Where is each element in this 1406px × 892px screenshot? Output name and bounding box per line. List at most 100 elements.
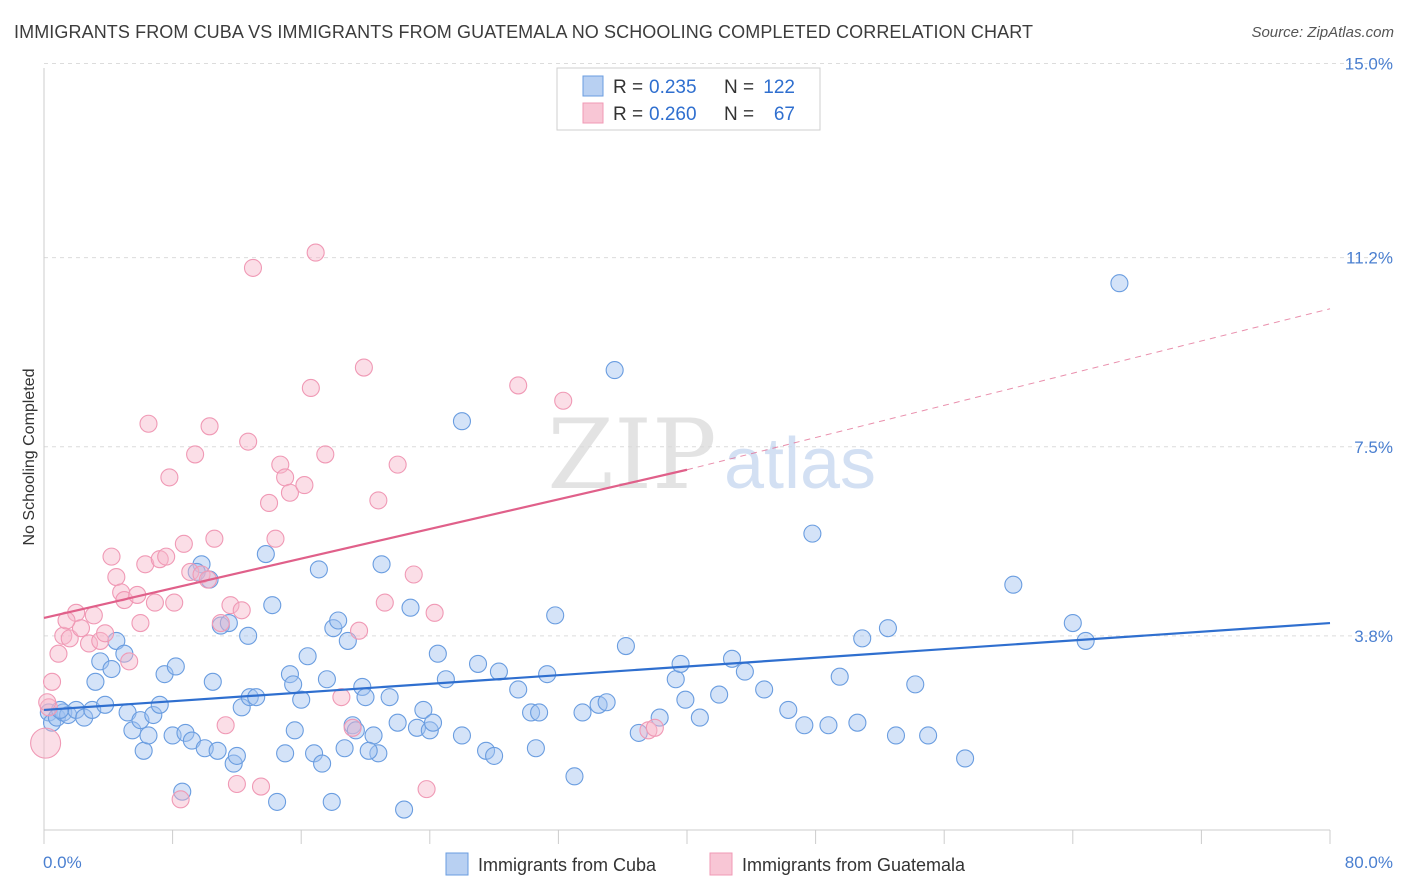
- y-tick-label: 11.2%: [1346, 249, 1393, 268]
- guatemala-point: [645, 718, 664, 737]
- cuba-point: [423, 713, 443, 732]
- cuba-trend-line: [43, 621, 1331, 712]
- guatemala-point: [509, 376, 528, 395]
- guatemala-point: [49, 644, 68, 663]
- bottom-legend-label-guatemala: Immigrants from Guatemala: [742, 855, 966, 875]
- cuba-point: [313, 754, 332, 773]
- cuba-point: [144, 705, 163, 725]
- guatemala-trend-line: [43, 468, 688, 620]
- source-label: Source: ZipAtlas.com: [1251, 24, 1394, 41]
- cuba-point: [468, 654, 488, 673]
- guatemala-point: [266, 529, 285, 548]
- guatemala-point: [42, 672, 62, 691]
- legend-r-label-cuba: R =: [613, 77, 643, 98]
- cuba-point: [546, 606, 565, 625]
- cuba-point: [1004, 575, 1023, 594]
- watermark: ZIP atlas: [547, 399, 876, 511]
- cuba-point: [886, 726, 906, 745]
- cuba-point: [565, 767, 584, 786]
- cuba-point: [86, 672, 105, 691]
- cuba-point: [338, 631, 357, 650]
- guatemala-point: [157, 547, 176, 566]
- cuba-point: [102, 659, 121, 679]
- cuba-point: [452, 412, 472, 431]
- guatemala-point: [295, 476, 314, 495]
- cuba-point: [317, 670, 336, 689]
- guatemala-point: [181, 562, 200, 581]
- guatemala-point: [243, 258, 263, 277]
- axes: [43, 68, 1331, 844]
- cuba-point: [671, 654, 690, 673]
- guatemala-point: [301, 378, 320, 398]
- guatemala-point: [343, 718, 362, 737]
- bottom-legend-swatch-cuba: [445, 852, 469, 876]
- cuba-point: [489, 662, 508, 681]
- guatemala-point: [145, 593, 164, 612]
- cuba-point: [134, 741, 153, 760]
- chart-title: IMMIGRANTS FROM CUBA VS IMMIGRANTS FROM …: [14, 22, 1034, 42]
- cuba-point: [346, 721, 365, 740]
- cuba-point: [322, 792, 341, 811]
- guatemala-trend-extension: [686, 308, 1331, 471]
- cuba-point: [819, 716, 838, 735]
- cuba-point: [906, 675, 925, 694]
- legend-n-label-guatemala: N =: [724, 104, 754, 125]
- guatemala-point: [171, 790, 190, 809]
- guatemala-point: [369, 491, 388, 510]
- cuba-point: [395, 800, 414, 819]
- legend-swatch-guatemala: [582, 102, 604, 124]
- cuba-point: [139, 726, 158, 745]
- series-cuba-points: [39, 274, 1129, 819]
- watermark-atlas: atlas: [724, 424, 876, 504]
- y-tick-labels: 3.8% 7.5% 11.2% 15.0%: [1345, 55, 1393, 646]
- guatemala-point: [136, 555, 155, 574]
- guatemala-point: [276, 468, 295, 487]
- cuba-point: [803, 524, 822, 543]
- cuba-point: [309, 560, 328, 579]
- guatemala-point: [232, 601, 251, 620]
- cuba-point: [284, 675, 303, 694]
- guatemala-point: [306, 243, 325, 262]
- cuba-point: [735, 662, 754, 681]
- cuba-point: [919, 726, 938, 745]
- cuba-point: [335, 739, 354, 758]
- guatemala-point: [239, 432, 258, 451]
- guatemala-point: [96, 624, 115, 643]
- cuba-point: [227, 746, 246, 765]
- guatemala-point: [216, 716, 235, 735]
- guatemala-point: [30, 727, 62, 759]
- cuba-point: [452, 726, 472, 745]
- x-tick-label-min: 0.0%: [43, 853, 82, 872]
- guatemala-point: [316, 445, 335, 464]
- cuba-point: [401, 598, 420, 617]
- guatemala-point: [259, 493, 279, 513]
- guatemala-point: [227, 774, 246, 794]
- cuba-point: [616, 636, 635, 656]
- cuba-point: [755, 680, 774, 699]
- cuba-point: [268, 792, 287, 811]
- cuba-point: [1110, 274, 1129, 293]
- cuba-point: [372, 555, 391, 574]
- cuba-point: [795, 716, 814, 735]
- legend-n-label-cuba: N =: [724, 77, 754, 98]
- legend-r-value-cuba: 0.235: [649, 77, 697, 98]
- x-tick-label-max: 80.0%: [1345, 853, 1393, 872]
- cuba-point: [42, 713, 62, 732]
- guatemala-point: [200, 417, 219, 436]
- y-axis-label: No Schooling Completed: [21, 369, 38, 546]
- guatemala-point: [354, 358, 373, 377]
- cuba-point: [848, 713, 867, 732]
- cuba-point: [538, 665, 557, 684]
- guatemala-point: [139, 414, 158, 433]
- guatemala-point: [107, 568, 126, 587]
- guatemala-point: [425, 603, 444, 622]
- cuba-point: [428, 644, 447, 663]
- cuba-point: [263, 596, 282, 615]
- guatemala-point: [205, 529, 224, 548]
- cuba-point: [298, 647, 317, 666]
- y-tick-label: 7.5%: [1354, 438, 1393, 457]
- cuba-point: [1063, 613, 1082, 633]
- cuba-point: [176, 723, 195, 742]
- cuba-point: [285, 721, 304, 740]
